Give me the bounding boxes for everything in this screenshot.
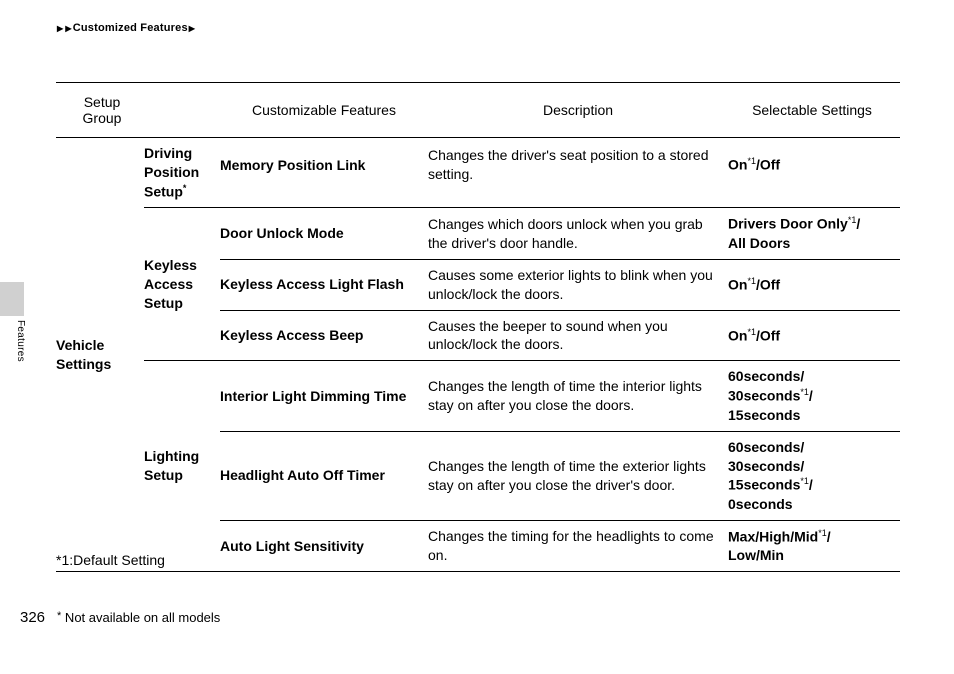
subgroup-label-keyless: Keyless Access Setup <box>144 208 220 360</box>
chevron-right-icon: ▶ <box>57 24 63 33</box>
table-row: Keyless Access Light Flash Causes some e… <box>220 260 900 310</box>
col-customizable: Customizable Features <box>220 102 428 118</box>
table-header-row: Setup Group Customizable Features Descri… <box>56 83 900 137</box>
subgroup-label-driving: Driving Position Setup* <box>144 138 220 207</box>
feature-desc: Causes some exterior lights to blink whe… <box>428 260 728 310</box>
table-row: Auto Light Sensitivity Changes the timin… <box>220 521 900 571</box>
feature-settings: 60seconds/ 30seconds/ 15seconds*1/ 0seco… <box>728 432 900 520</box>
table-row: Memory Position Link Changes the driver'… <box>220 138 900 192</box>
breadcrumb: ▶▶Customized Features▶ <box>56 22 196 34</box>
col-selectable: Selectable Settings <box>728 102 900 118</box>
side-tab-label: Features <box>15 320 26 362</box>
feature-desc: Changes the driver's seat position to a … <box>428 138 728 192</box>
feature-settings: On*1/Off <box>728 138 900 192</box>
feature-desc: Changes which doors unlock when you grab… <box>428 208 728 258</box>
table-row: Door Unlock Mode Changes which doors unl… <box>220 208 900 258</box>
feature-desc: Changes the length of time the interior … <box>428 361 728 430</box>
feature-settings: On*1/Off <box>728 260 900 310</box>
feature-name: Interior Light Dimming Time <box>220 361 428 430</box>
feature-name: Auto Light Sensitivity <box>220 521 428 571</box>
subgroup-label-lighting: Lighting Setup <box>144 361 220 571</box>
feature-desc: Changes the timing for the headlights to… <box>428 521 728 571</box>
table-body: Vehicle Settings Driving Position Setup*… <box>56 138 900 571</box>
feature-name: Keyless Access Light Flash <box>220 260 428 310</box>
page-number: 326 <box>20 609 45 626</box>
feature-settings: 60seconds/ 30seconds*1/ 15seconds <box>728 361 900 430</box>
feature-settings: On*1/Off <box>728 311 900 361</box>
feature-name: Memory Position Link <box>220 138 428 192</box>
breadcrumb-label: Customized Features <box>73 22 188 34</box>
col-setup-group: Setup Group <box>56 94 144 126</box>
col-description: Description <box>428 102 728 118</box>
feature-settings: Max/High/Mid*1/ Low/Min <box>728 521 900 571</box>
feature-name: Keyless Access Beep <box>220 311 428 361</box>
feature-settings: Drivers Door Only*1/ All Doors <box>728 208 900 258</box>
subgroup-lighting: Lighting Setup Interior Light Dimming Ti… <box>144 361 900 571</box>
group-vehicle-settings: Vehicle Settings <box>56 138 144 571</box>
subgroup-keyless: Keyless Access Setup Door Unlock Mode Ch… <box>144 208 900 360</box>
table-row: Interior Light Dimming Time Changes the … <box>220 361 900 430</box>
side-tab-marker <box>0 282 24 316</box>
feature-desc: Changes the length of time the exterior … <box>428 432 728 520</box>
subgroup-driving: Driving Position Setup* Memory Position … <box>144 138 900 207</box>
models-footnote: * Not available on all models <box>57 610 220 625</box>
feature-name: Door Unlock Mode <box>220 208 428 258</box>
table-row: Keyless Access Beep Causes the beeper to… <box>220 311 900 361</box>
feature-desc: Causes the beeper to sound when you unlo… <box>428 311 728 361</box>
chevron-right-icon: ▶ <box>65 24 71 33</box>
features-table: Setup Group Customizable Features Descri… <box>56 82 900 572</box>
chevron-right-icon: ▶ <box>189 24 195 33</box>
feature-name: Headlight Auto Off Timer <box>220 432 428 520</box>
page-footer: 326 * Not available on all models <box>20 609 220 626</box>
table-row: Headlight Auto Off Timer Changes the len… <box>220 432 900 520</box>
default-setting-note: *1:Default Setting <box>56 552 165 568</box>
